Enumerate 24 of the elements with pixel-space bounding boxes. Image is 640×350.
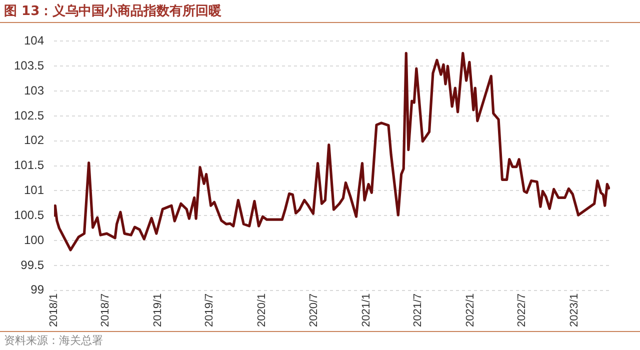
x-tick-label: 2023/1 [568,293,581,328]
x-tick-label: 2022/1 [464,293,477,328]
x-tick-label: 2019/7 [204,293,216,328]
x-tick-label: 2018/7 [100,293,112,328]
y-tick-label: 101.5 [14,158,44,172]
y-tick-label: 100.5 [14,208,44,222]
x-tick-label: 2020/7 [308,293,320,328]
x-tick-label: 2019/1 [152,293,164,328]
x-tick-label: 2022/7 [516,293,528,328]
x-tick-label: 2021/1 [360,293,373,328]
y-tick-label: 99 [30,282,44,297]
y-tick-label: 104 [24,34,44,48]
chart-title: 图 13：义乌中国小商品指数有所回暖 [4,2,222,20]
x-tick-label: 2020/1 [256,293,268,328]
text: 资料来源：海关总署 [4,333,103,348]
y-tick-label: 102.5 [14,108,44,122]
x-tick-label: 2021/7 [412,293,424,328]
y-tick-label: 100 [24,232,44,247]
y-tick-label: 102 [24,133,44,148]
y-tick-label: 103 [24,83,44,98]
y-tick-label: 101 [24,183,44,198]
y-tick-label: 103.5 [14,58,44,72]
x-tick-label: 2018/1 [48,293,60,328]
y-tick-label: 99.5 [20,258,44,272]
